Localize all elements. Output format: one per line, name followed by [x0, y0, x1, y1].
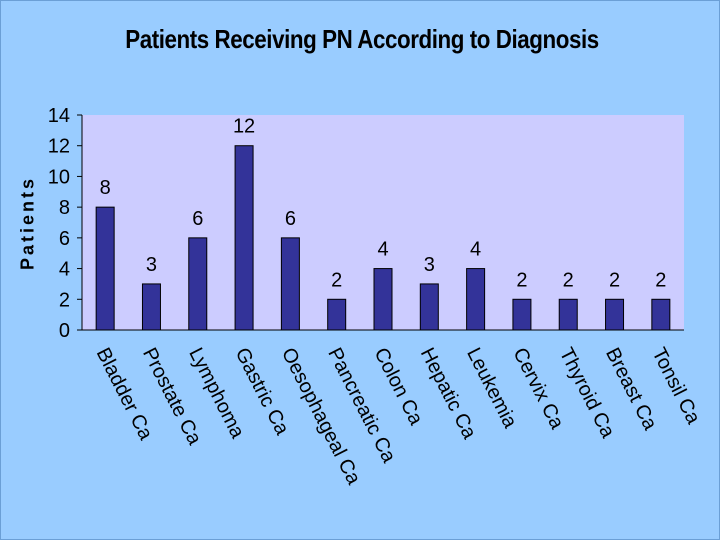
bar: [466, 268, 486, 331]
bar-data-label: 3: [424, 254, 435, 276]
bar-data-label: 2: [516, 269, 527, 291]
bar-data-label: 4: [377, 239, 388, 261]
bar: [95, 206, 115, 331]
bar-data-label: 12: [233, 116, 255, 138]
bars: [95, 145, 671, 331]
bar-data-label: 6: [285, 208, 296, 230]
bar: [280, 237, 300, 331]
bar-data-label: 2: [563, 269, 574, 291]
bar: [651, 298, 671, 331]
y-tick-labels: 0 2 4 6 8 10 12 14: [48, 105, 70, 342]
y-tick-label: 8: [59, 197, 70, 219]
y-tick-label: 2: [59, 289, 70, 311]
bar-data-label: 8: [100, 177, 111, 199]
bar: [558, 298, 578, 331]
bar: [512, 298, 532, 331]
bar: [141, 283, 161, 331]
bar: [373, 268, 393, 331]
bar: [605, 298, 625, 331]
y-tick-label: 14: [48, 105, 70, 127]
bar: [419, 283, 439, 331]
bar-data-label: 2: [331, 269, 342, 291]
bar-data-label: 2: [609, 269, 620, 291]
bar: [327, 298, 347, 331]
bar-data-label: 6: [192, 208, 203, 230]
y-tick-label: 4: [59, 259, 70, 281]
y-tick-label: 6: [59, 228, 70, 250]
y-tick-label: 10: [48, 166, 70, 188]
data-labels: 8 3 6 12 6 2 4 3 4 2 2 2 2: [100, 116, 667, 292]
bar-data-label: 4: [470, 239, 481, 261]
bar: [188, 237, 208, 331]
bar-data-label: 2: [655, 269, 666, 291]
y-tick-label: 0: [59, 320, 70, 342]
y-tick-label: 12: [48, 136, 70, 158]
bar: [234, 145, 254, 331]
bar-data-label: 3: [146, 254, 157, 276]
chart-title: Patients Receiving PN According to Diagn…: [125, 24, 599, 54]
